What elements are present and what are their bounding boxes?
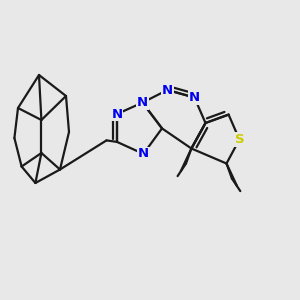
Text: N: N [162, 83, 173, 97]
Text: N: N [189, 91, 200, 104]
Text: S: S [235, 133, 244, 146]
Text: N: N [138, 147, 149, 161]
Text: N: N [137, 96, 148, 109]
Text: N: N [111, 107, 123, 121]
